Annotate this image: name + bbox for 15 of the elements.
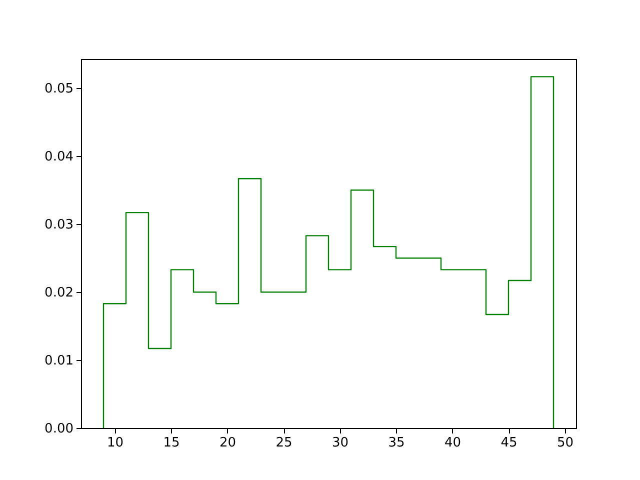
y-tick-label: 0.02 bbox=[44, 286, 74, 301]
y-tick-label: 0.00 bbox=[44, 422, 74, 436]
y-tick-label: 0.05 bbox=[44, 82, 74, 97]
y-tick-label: 0.04 bbox=[44, 150, 74, 165]
y-tick-label: 0.01 bbox=[44, 354, 74, 369]
x-tick-label: 25 bbox=[276, 436, 292, 450]
x-tick-label: 35 bbox=[388, 436, 405, 450]
x-tick-label: 20 bbox=[219, 436, 236, 450]
y-tick-label: 0.03 bbox=[44, 218, 74, 233]
x-tick-label: 30 bbox=[332, 436, 349, 450]
x-tick-label: 40 bbox=[444, 436, 462, 450]
x-tick-label: 45 bbox=[500, 436, 518, 450]
x-tick-label: 50 bbox=[556, 436, 574, 450]
x-tick-label: 15 bbox=[163, 436, 180, 450]
x-tick-label: 10 bbox=[106, 436, 124, 450]
